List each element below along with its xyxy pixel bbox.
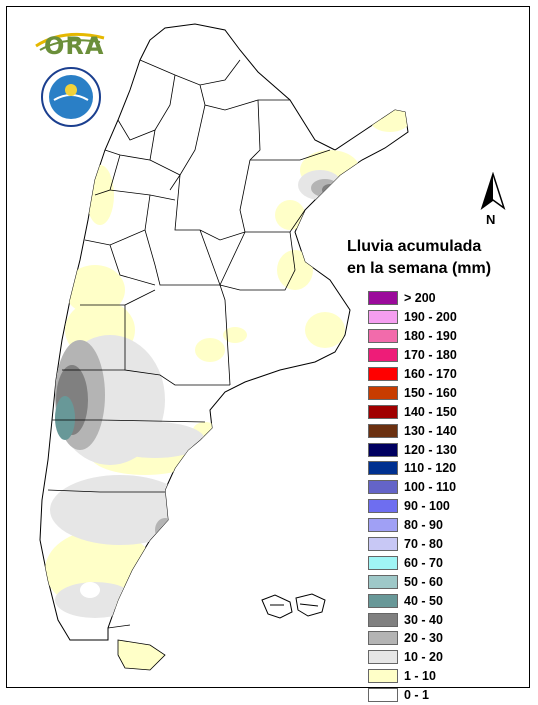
- legend-label: 160 - 170: [404, 367, 457, 381]
- legend-swatch: [368, 442, 398, 457]
- legend-swatch: [368, 631, 398, 646]
- legend-label: 30 - 40: [404, 612, 443, 627]
- legend-item: 80 - 90: [368, 516, 508, 535]
- legend-item: 40 - 50: [368, 591, 508, 610]
- legend-item: 60 - 70: [368, 553, 508, 572]
- legend-item: 130 - 140: [368, 421, 508, 440]
- rainfall-shading: [45, 108, 408, 618]
- legend-label: 190 - 200: [404, 310, 457, 325]
- legend-item: 190 - 200: [368, 308, 508, 327]
- legend-swatch: [368, 310, 398, 325]
- legend-item: 0 - 1: [368, 686, 508, 705]
- legend-swatch: [368, 423, 398, 438]
- legend-label: 60 - 70: [404, 555, 443, 570]
- legend-item: 120 - 130: [368, 440, 508, 459]
- legend-swatch: [368, 329, 398, 344]
- legend-item: > 200: [368, 289, 508, 308]
- north-arrow-icon: [480, 172, 506, 210]
- legend-item: 180 - 190: [368, 327, 508, 346]
- legend-swatch: [368, 499, 398, 514]
- legend-item: 10 - 20: [368, 648, 508, 667]
- legend-swatch: [368, 367, 398, 381]
- legend-swatch: [368, 555, 398, 570]
- legend-swatch: [368, 291, 398, 306]
- legend-label: 50 - 60: [404, 574, 443, 589]
- legend-label: 1 - 10: [404, 669, 436, 684]
- legend-item: 1 - 10: [368, 667, 508, 686]
- legend-label: 70 - 80: [404, 537, 443, 552]
- legend-swatch: [368, 480, 398, 495]
- legend-label: > 200: [404, 291, 436, 306]
- legend-item: 110 - 120: [368, 459, 508, 478]
- malvinas-islands: [261, 593, 326, 619]
- legend-swatch: [368, 688, 398, 703]
- legend-item: 70 - 80: [368, 535, 508, 554]
- ora-logo: [35, 32, 105, 51]
- tierra-del-fuego: [117, 639, 166, 671]
- legend-title-line2: en la semana (mm): [347, 260, 492, 277]
- legend-label: 90 - 100: [404, 499, 450, 514]
- legend-swatch: [368, 461, 398, 476]
- legend-item: 140 - 150: [368, 402, 508, 421]
- legend-swatch: [368, 404, 398, 419]
- legend-title-line1: Lluvia acumulada: [347, 238, 482, 255]
- legend-item: 100 - 110: [368, 478, 508, 497]
- legend-swatch: [368, 650, 398, 665]
- legend-item: 160 - 170: [368, 365, 508, 384]
- legend-label: 0 - 1: [404, 688, 430, 703]
- legend-label: 120 - 130: [404, 442, 457, 457]
- legend-swatch: [368, 537, 398, 552]
- legend-label: 170 - 180: [404, 348, 457, 363]
- legend-label: 110 - 120: [404, 461, 457, 476]
- legend-swatch: [368, 612, 398, 627]
- legend-swatch: [368, 518, 398, 533]
- province-boundaries: [47, 59, 331, 629]
- legend-label: 40 - 50: [404, 593, 443, 608]
- legend-swatch: [368, 348, 398, 363]
- legend-item: 50 - 60: [368, 572, 508, 591]
- legend-swatch: [368, 574, 398, 589]
- legend-label: 100 - 110: [404, 480, 457, 495]
- legend-item: 20 - 30: [368, 629, 508, 648]
- legend-item: 170 - 180: [368, 346, 508, 365]
- legend-swatch: [368, 669, 398, 684]
- north-label: N: [486, 212, 496, 227]
- legend-item: 30 - 40: [368, 610, 508, 629]
- legend-label: 80 - 90: [404, 518, 443, 533]
- legend-swatch: [368, 593, 398, 608]
- legend-label: 150 - 160: [404, 385, 457, 400]
- legend: > 200 190 - 200 180 - 190 170 - 180 160 - 17…: [368, 289, 508, 705]
- legend-swatch: [368, 385, 398, 400]
- smn-logo: [41, 67, 101, 127]
- legend-label: 140 - 150: [404, 404, 457, 419]
- legend-label: 130 - 140: [404, 423, 457, 438]
- legend-label: 20 - 30: [404, 631, 443, 646]
- legend-item: 90 - 100: [368, 497, 508, 516]
- legend-title: Lluvia acumulada en la semana (mm): [347, 236, 517, 280]
- legend-label: 180 - 190: [404, 329, 457, 344]
- legend-item: 150 - 160: [368, 383, 508, 402]
- legend-label: 10 - 20: [404, 650, 443, 665]
- ora-logo-text: ORA: [44, 32, 105, 60]
